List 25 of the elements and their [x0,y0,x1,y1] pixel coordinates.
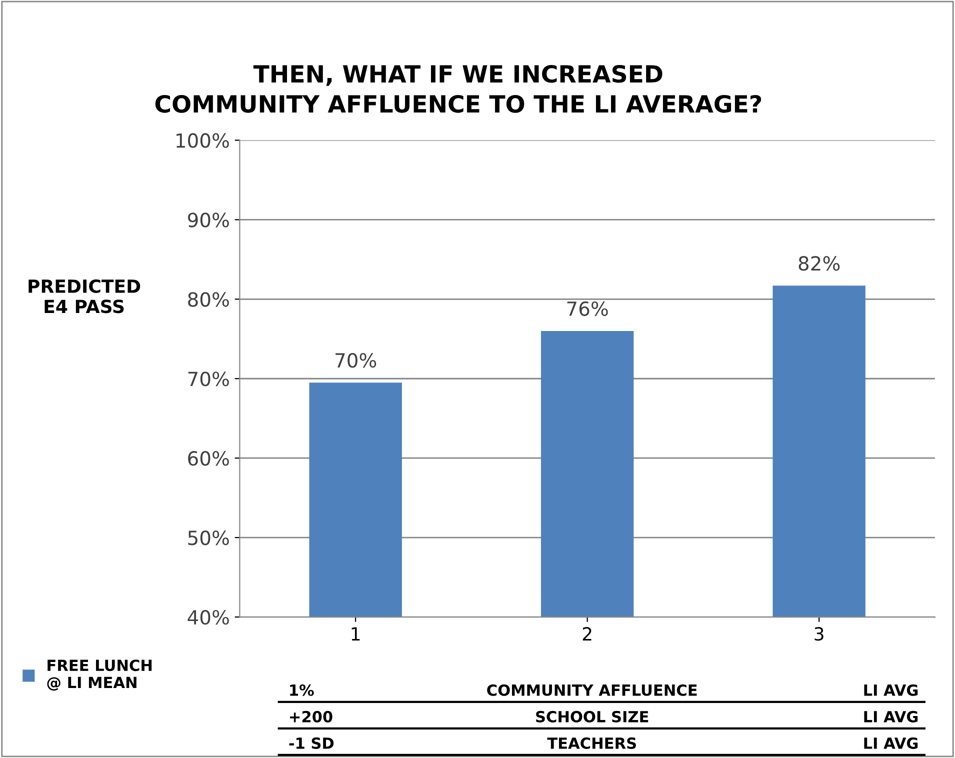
text: LI AVG [864,684,918,696]
chart-title: THEN, WHAT IF WE INCREASED COMMUNITY AFFLUENCE TO THE LI AVERAGE? [155,64,762,113]
y-tick-label: 70% [188,372,229,386]
y-axis-title: PREDICTED E4 PASS [28,279,140,314]
y-tick-label: 100% [176,133,229,148]
data-label: 70% [336,353,376,368]
y-tick-label: 80% [188,292,229,307]
y-tick-label: 60% [188,451,229,466]
y-tick-label: 40% [188,610,229,625]
y-tick-label: 90% [188,212,229,228]
data-label: 76% [567,301,608,316]
text: -1 SD [289,737,334,749]
text: LI AVG [864,710,918,722]
x-tick-label: 3 [814,627,824,641]
x-tick-label: 1 [352,627,360,640]
text: +200 [290,710,332,722]
y-tick-label: 50% [188,530,229,546]
x-tick-label: 2 [582,627,592,640]
legend-label: FREE LUNCH @ LI MEAN [47,660,152,691]
text: COMMUNITY AFFLUENCE [487,684,697,696]
text: 1% [290,684,314,696]
text: SCHOOL SIZE [536,710,648,722]
data-label: 82% [798,256,840,271]
text: TEACHERS [547,737,636,749]
text: LI AVG [864,737,918,749]
